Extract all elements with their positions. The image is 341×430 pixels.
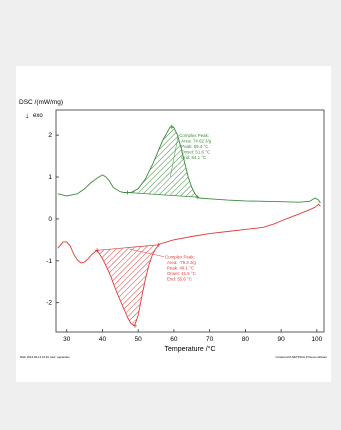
plot-frame <box>55 109 325 333</box>
annotation-leader <box>170 135 179 178</box>
x-axis: 30 40 50 60 70 80 90 100 <box>63 329 323 343</box>
peak-annotation-title: Complex Peak: <box>179 133 209 138</box>
peak-annotation-line: End: 55.6 °C <box>167 277 192 282</box>
y-axis-label: DSC /(mW/mg) <box>19 99 63 106</box>
peak-annotation-line: Area: 74.62 J/g <box>181 139 211 144</box>
y-tick-label: 1 <box>48 174 52 181</box>
peak-baseline-2 <box>97 244 159 251</box>
y-tick-label: 0 <box>48 216 52 223</box>
peak-baseline-1 <box>127 192 198 198</box>
x-tick-label: 90 <box>278 336 286 343</box>
peak-annotation-line: Onset: 41.5 °C <box>167 271 196 276</box>
x-tick-label: 100 <box>311 336 322 343</box>
peak-annotation-line: Peak: 59.4 °C <box>181 144 208 149</box>
y-tick-label: -2 <box>46 300 52 307</box>
x-tick-label: 70 <box>206 336 214 343</box>
peak-annotation-line: Peak: 49.1 °C <box>167 266 194 271</box>
peak-area-2 <box>97 244 159 326</box>
exo-arrow-icon: ↓ <box>25 111 29 120</box>
peak-annotation-line: Onset: 51.6 °C <box>181 150 210 155</box>
peak-annotation-title: Complex Peak: <box>165 255 195 260</box>
x-axis-label: Temperature /°C <box>164 345 215 353</box>
y-axis: -2 -1 0 1 2 <box>46 132 59 307</box>
x-tick-label: 60 <box>170 336 178 343</box>
dsc-chart: DSC /(mW/mg) ↓ exo -2 -1 0 1 2 30 40 50 60 70 80 9… <box>19 99 328 359</box>
chart-card: DSC /(mW/mg) ↓ exo -2 -1 0 1 2 30 40 50 60 70 80 9… <box>16 66 331 382</box>
exo-label: exo <box>33 113 43 119</box>
footer-right: Created with NETZSCH Proteus software <box>276 355 328 359</box>
x-tick-label: 40 <box>99 336 107 343</box>
y-tick-label: 2 <box>48 132 52 139</box>
peak-annotation-line: Area: -79.3 J/g <box>167 260 196 265</box>
footer-left: Main 2014-03-13 10:26 User: apparatus <box>20 355 70 359</box>
peak-annotation-line: End: 64.1 °C <box>181 155 206 160</box>
series-line-2 <box>57 203 321 327</box>
annotation-leader <box>129 248 165 257</box>
y-tick-label: -1 <box>46 258 52 265</box>
x-tick-label: 80 <box>242 336 250 343</box>
series-curves <box>57 126 321 327</box>
x-tick-label: 50 <box>135 336 143 343</box>
x-tick-label: 30 <box>63 336 71 343</box>
series-line-1 <box>57 126 321 204</box>
